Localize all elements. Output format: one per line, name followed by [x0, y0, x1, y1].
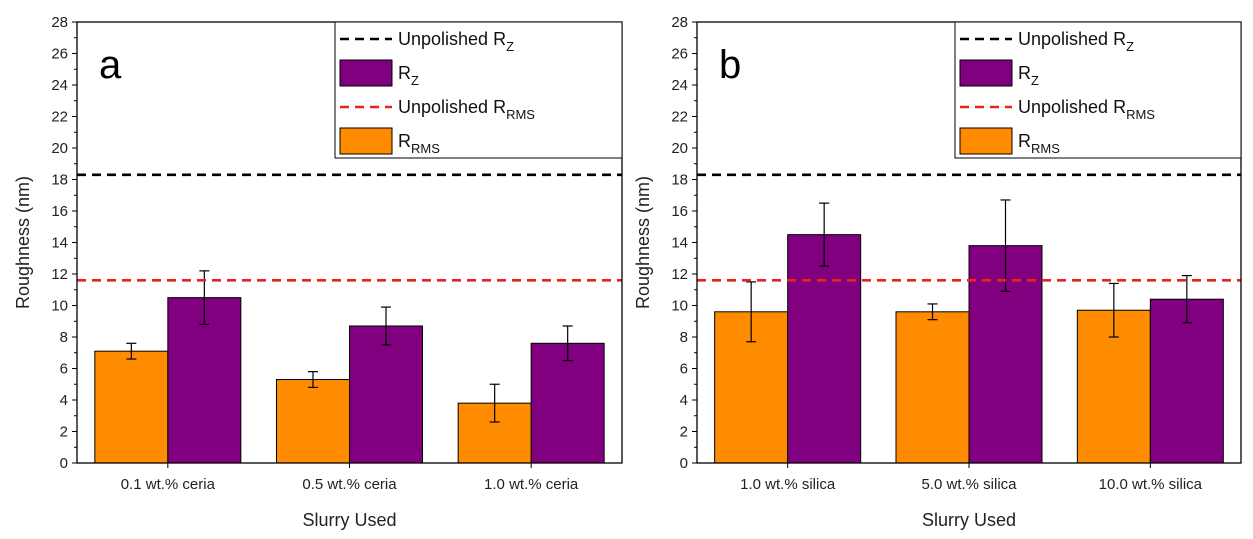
bar-rrms-2: [276, 379, 350, 464]
error-bar-rrms-2: [927, 303, 938, 321]
y-tick-label: 4: [60, 392, 68, 409]
bar-rrms-1: [94, 350, 169, 464]
y-tick-label: 20: [671, 140, 688, 157]
panel-label: a: [99, 43, 122, 87]
legend-swatch-box: [339, 127, 393, 155]
y-tick-label: 6: [680, 361, 688, 378]
y-tick-label: 0: [680, 455, 688, 472]
y-tick-label: 12: [51, 266, 68, 283]
y-tick-label: 2: [60, 424, 68, 441]
x-tick-label-1: 0.1 wt.% ceria: [121, 476, 216, 493]
panel-label: b: [719, 43, 741, 87]
y-tick-label: 24: [671, 77, 688, 94]
y-tick-label: 18: [671, 172, 688, 189]
error-bar-rz-2: [1000, 199, 1011, 292]
legend-entry-1: Unpolished RZ: [398, 29, 514, 54]
y-tick-label: 6: [60, 361, 68, 378]
y-tick-label: 8: [680, 329, 688, 346]
legend-entry-4: RRMS: [1018, 131, 1060, 156]
y-tick-label: 28: [671, 14, 688, 31]
y-tick-label: 0: [60, 455, 68, 472]
y-tick-label: 8: [60, 329, 68, 346]
error-bar-rz-1: [819, 202, 830, 267]
legend-entry-1: Unpolished RZ: [1018, 29, 1134, 54]
x-tick-label-2: 0.5 wt.% ceria: [302, 476, 397, 493]
error-bar-rz-2: [381, 306, 391, 346]
y-tick-label: 24: [51, 77, 68, 94]
legend-swatch-box: [959, 127, 1013, 155]
bar-rz-2: [349, 325, 423, 464]
y-tick-label: 16: [671, 203, 688, 220]
bar-rz-1: [167, 297, 242, 464]
y-tick-label: 2: [680, 424, 688, 441]
y-tick-label: 28: [51, 14, 68, 31]
x-axis-title: Slurry Used: [922, 510, 1016, 530]
y-tick-label: 10: [51, 298, 68, 315]
legend-entry-3: Unpolished RRMS: [398, 97, 535, 122]
x-tick-label-2: 5.0 wt.% silica: [921, 476, 1017, 493]
y-tick-label: 26: [51, 46, 68, 63]
legend-entry-2: RZ: [398, 63, 419, 88]
error-bar-rrms-3: [1108, 282, 1119, 338]
legend-swatch-box: [959, 59, 1013, 87]
error-bar-rrms-1: [746, 281, 757, 343]
y-tick-label: 18: [51, 172, 68, 189]
legend: Unpolished RZ RZ Unpolished RRMS RRMS: [334, 21, 623, 159]
error-bar-rrms-1: [126, 342, 137, 360]
y-tick-label: 14: [671, 235, 688, 252]
error-bar-rz-3: [1181, 274, 1192, 324]
y-tick-label: 26: [671, 46, 688, 63]
y-tick-label: 4: [680, 392, 688, 409]
x-tick-label-3: 10.0 wt.% silica: [1099, 476, 1203, 493]
y-tick-label: 22: [51, 109, 68, 126]
y-tick-label: 14: [51, 235, 68, 252]
bar-rz-3: [530, 342, 605, 464]
error-bar-rrms-2: [308, 371, 318, 388]
y-axis-title: Roughness (nm): [13, 176, 33, 309]
legend-entry-4: RRMS: [398, 131, 440, 156]
bar-rz-3: [1149, 298, 1224, 464]
y-tick-label: 12: [671, 266, 688, 283]
x-tick-label-1: 1.0 wt.% silica: [740, 476, 836, 493]
error-bar-rz-3: [562, 325, 573, 362]
legend: Unpolished RZ RZ Unpolished RRMS RRMS: [954, 21, 1242, 159]
error-bar-rrms-3: [489, 383, 500, 423]
x-tick-label-3: 1.0 wt.% ceria: [484, 476, 579, 493]
bar-rz-1: [787, 234, 862, 464]
legend-entry-2: RZ: [1018, 63, 1039, 88]
y-tick-label: 16: [51, 203, 68, 220]
y-tick-label: 22: [671, 109, 688, 126]
legend-swatch-box: [339, 59, 393, 87]
y-axis-title: Roughness (nm): [633, 176, 653, 309]
y-tick-label: 10: [671, 298, 688, 315]
legend-entry-3: Unpolished RRMS: [1018, 97, 1155, 122]
bar-rrms-2: [895, 311, 970, 464]
x-axis-title: Slurry Used: [302, 510, 396, 530]
y-tick-label: 20: [51, 140, 68, 157]
